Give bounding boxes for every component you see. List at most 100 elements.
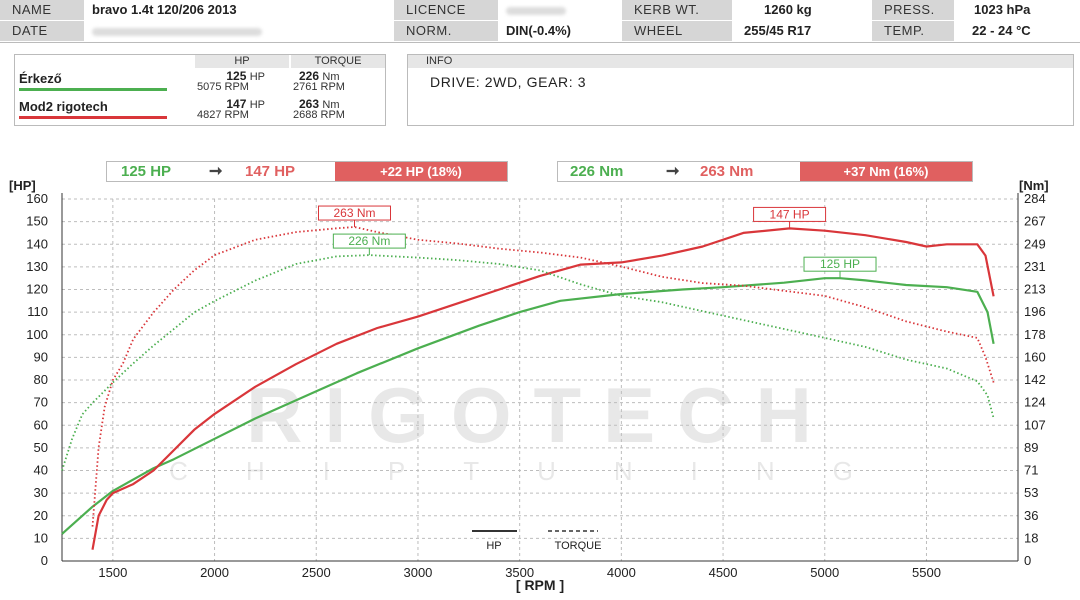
y-right-tick-label: 267: [1024, 214, 1046, 229]
y-left-tick-label: 10: [34, 530, 48, 545]
press-label: PRESS.: [872, 0, 954, 20]
hp-column-header: HP: [195, 55, 289, 68]
series-line-hp-stock: [61, 277, 995, 535]
run-name-tuned: Mod2 rigotech: [19, 99, 108, 114]
x-tick-label: 2500: [302, 565, 331, 580]
x-tick-label: 3500: [505, 565, 534, 580]
peak-label-text: 147 HP: [770, 207, 810, 221]
chart-legend: HP TORQUE: [472, 530, 602, 552]
y-left-tick-label: 140: [26, 236, 48, 251]
y-left-tick-label: 60: [34, 417, 48, 432]
y-right-tick-label: 89: [1024, 440, 1038, 455]
peak-label: 226 Nm: [332, 233, 406, 256]
norm-label: NORM.: [394, 21, 498, 41]
y-right-tick-label: 0: [1024, 553, 1031, 568]
series-line-hp-tuned: [91, 227, 995, 550]
chart-grid: [62, 198, 1018, 561]
x-tick-label: 5500: [912, 565, 941, 580]
kerb-label: KERB WT.: [622, 0, 732, 20]
peak-label: 263 Nm: [317, 205, 391, 228]
date-label: DATE: [0, 21, 84, 41]
chart-series: [61, 226, 995, 550]
run-name-stock: Érkező: [19, 71, 62, 86]
y-left-tick-label: 30: [34, 485, 48, 500]
x-tick-label: 4000: [607, 565, 636, 580]
arrow-right-icon: ➞: [209, 163, 223, 180]
y-right-tick-label: 196: [1024, 304, 1046, 319]
stock-nm-rpm: 2761 RPM: [293, 81, 345, 93]
nm-diff: +37 Nm (16%): [800, 162, 972, 181]
hp-from: 125 HP: [121, 163, 172, 180]
date-value-redacted: [84, 21, 390, 41]
legend-hp-label: HP: [486, 540, 501, 552]
y-left-tick-label: 160: [26, 191, 48, 206]
y-right-tick-label: 231: [1024, 259, 1046, 274]
peak-labels: 263 Nm 226 Nm 147 HP 125 HP: [317, 205, 877, 279]
y-right-tick-label: 36: [1024, 508, 1038, 523]
y-right-tick-label: 71: [1024, 463, 1038, 478]
y-right-tick-label: 160: [1024, 349, 1046, 364]
y-right-tick-label: 124: [1024, 395, 1046, 410]
nm-from: 226 Nm: [570, 163, 624, 180]
y-right-tick-label: 53: [1024, 485, 1038, 500]
x-tick-label: 2000: [200, 565, 229, 580]
peak-label-box: [317, 205, 391, 221]
y-left-axis-title: [HP]: [9, 178, 36, 193]
norm-value: DIN(-0.4%): [498, 21, 618, 41]
temp-label: TEMP.: [872, 21, 954, 41]
info-title: INFO: [408, 55, 1073, 68]
y-left-tick-label: 150: [26, 214, 48, 229]
stock-nm-value: 226 Nm: [299, 69, 340, 83]
legend-torque-label: TORQUE: [555, 540, 602, 552]
header-bar: NAME bravo 1.4t 120/206 2013 DATE LICENC…: [0, 0, 1080, 43]
tuned-hp-rpm: 4827 RPM: [197, 109, 249, 121]
tuned-hp-value: 147 HP: [226, 97, 265, 111]
wheel-value: 255/45 R17: [732, 21, 868, 41]
x-tick-label: 3000: [403, 565, 432, 580]
info-text: DRIVE: 2WD, GEAR: 3: [430, 74, 587, 90]
y-right-tick-label: 18: [1024, 530, 1038, 545]
peak-label-text: 263 Nm: [333, 206, 375, 220]
name-label: NAME: [0, 0, 84, 20]
stock-legend-line: [19, 88, 167, 91]
y-left-tick-label: 120: [26, 282, 48, 297]
watermark-main: RIGOTECH: [246, 371, 834, 459]
stock-hp-rpm: 5075 RPM: [197, 81, 249, 93]
y-left-tick-label: 110: [27, 304, 48, 319]
y-right-tick-label: 249: [1024, 236, 1046, 251]
torque-column-header: TORQUE: [291, 55, 385, 68]
y-left-tick-label: 50: [34, 440, 48, 455]
hp-to: 147 HP: [245, 163, 296, 180]
y-left-tick-label: 100: [26, 327, 48, 342]
y-left-tick-label: 20: [34, 508, 48, 523]
y-left-tick-label: 90: [34, 349, 48, 364]
peak-label-box: [753, 206, 827, 222]
peak-label-text: 125 HP: [820, 257, 860, 271]
tuned-legend-line: [19, 116, 167, 119]
peak-label: 125 HP: [803, 256, 877, 279]
nm-comparison: 226 Nm ➞ 263 Nm +37 Nm (16%): [557, 161, 973, 182]
watermark-sub: CHIPTUNING: [169, 456, 911, 486]
hp-diff: +22 HP (18%): [335, 162, 507, 181]
runs-table: HP TORQUE Érkező 125 HP 5075 RPM 226 Nm …: [14, 54, 386, 126]
series-line-torque-stock: [61, 254, 995, 471]
tuned-nm-rpm: 2688 RPM: [293, 109, 345, 121]
y-right-tick-label: 213: [1024, 282, 1046, 297]
temp-value: 22 - 24 °C: [954, 21, 1080, 41]
y-left-tick-label: 80: [34, 372, 48, 387]
peak-label-text: 226 Nm: [348, 234, 390, 248]
x-axis-title: [ RPM ]: [516, 577, 564, 593]
licence-label: LICENCE: [394, 0, 498, 20]
y-left-tick-label: 40: [34, 463, 48, 478]
x-tick-label: 5000: [810, 565, 839, 580]
y-right-axis-title: [Nm]: [1019, 178, 1049, 193]
name-value: bravo 1.4t 120/206 2013: [84, 0, 390, 20]
y-right-tick-label: 178: [1024, 327, 1046, 342]
y-right-tick-label: 284: [1024, 191, 1046, 206]
kerb-value: 1260 kg: [732, 0, 868, 20]
y-right-tick-label: 107: [1024, 417, 1046, 432]
licence-value-redacted: [498, 0, 618, 20]
press-value: 1023 hPa: [954, 0, 1080, 20]
